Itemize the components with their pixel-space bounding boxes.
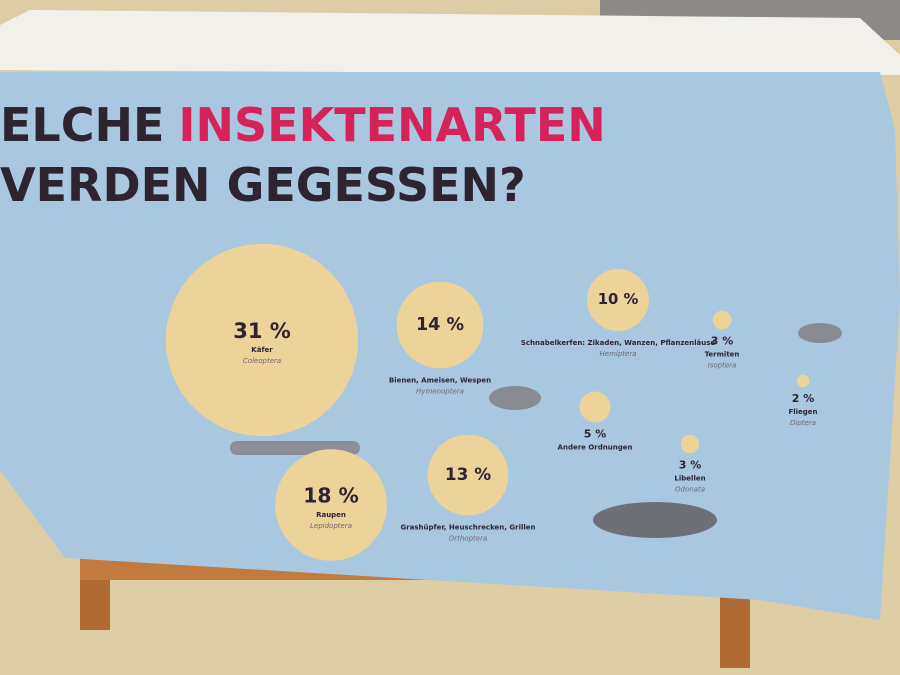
latin-label: Diptera xyxy=(790,419,816,427)
latin-label: Lepidoptera xyxy=(310,522,352,530)
bubble xyxy=(396,281,484,369)
title-word: ELCHE xyxy=(0,98,164,152)
bee-drawing xyxy=(489,386,541,410)
bubbles: 31 % Käfer Coleoptera 14 % Bienen, Ameisen, … xyxy=(165,243,818,561)
percent-label: 18 % xyxy=(303,484,359,508)
fly-drawing xyxy=(798,323,842,343)
percent-label: 5 % xyxy=(584,428,607,441)
latin-label: Coleoptera xyxy=(243,357,281,365)
percent-label: 10 % xyxy=(598,291,639,308)
category-label: Grashüpfer, Heuschrecken, Grillen xyxy=(400,523,535,531)
bubble xyxy=(796,374,810,388)
percent-label: 14 % xyxy=(416,315,464,335)
percent-label: 3 % xyxy=(711,334,734,347)
bubble xyxy=(275,449,387,561)
latin-label: Hemiptera xyxy=(600,350,637,358)
percent-label: 3 % xyxy=(679,458,702,471)
latin-label: Hymenoptera xyxy=(416,387,464,395)
latin-label: Odonata xyxy=(675,485,705,493)
category-label: Fliegen xyxy=(788,408,817,416)
category-label: Käfer xyxy=(251,346,273,354)
bubble xyxy=(712,310,732,330)
title: ELCHE INSEKTENARTEN VERDEN GEGESSEN? xyxy=(0,98,606,212)
title-line: VERDEN GEGESSEN? xyxy=(0,158,526,212)
title-line: ELCHE INSEKTENARTEN xyxy=(0,98,606,152)
title-word: VERDEN GEGESSEN? xyxy=(0,158,526,212)
bubble xyxy=(579,391,611,423)
category-label: Bienen, Ameisen, Wespen xyxy=(389,376,491,384)
title-word: INSEKTENARTEN xyxy=(178,98,605,152)
percent-label: 31 % xyxy=(233,319,291,343)
table-top xyxy=(0,10,900,75)
bubble xyxy=(427,434,509,516)
percent-label: 13 % xyxy=(445,464,491,484)
category-label: Termiten xyxy=(705,350,740,358)
category-label: Schnabelkerfen: Zikaden, Wanzen, Pflanze… xyxy=(521,339,716,347)
bubble xyxy=(165,243,359,437)
category-label: Raupen xyxy=(316,511,346,519)
category-label: Libellen xyxy=(674,474,705,482)
category-label: Andere Ordnungen xyxy=(558,444,633,452)
latin-label: Orthoptera xyxy=(449,534,488,542)
bubble xyxy=(680,434,700,454)
bubble xyxy=(587,269,649,331)
grasshopper-drawing xyxy=(593,502,717,538)
percent-label: 2 % xyxy=(792,392,815,405)
latin-label: Isoptera xyxy=(708,361,737,369)
